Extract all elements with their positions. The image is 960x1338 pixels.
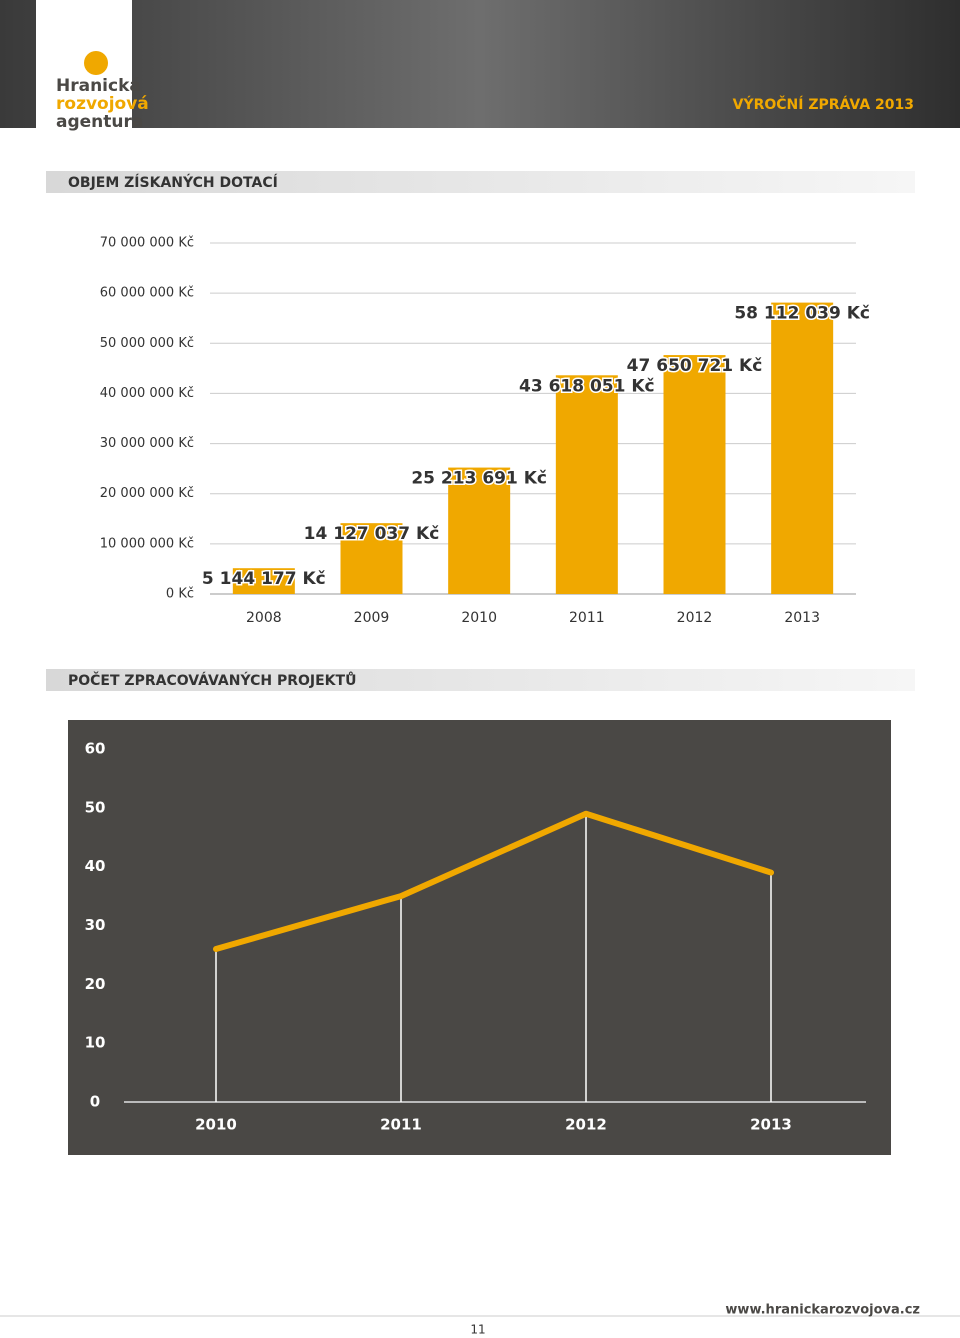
section-strip	[46, 171, 915, 193]
line	[213, 810, 774, 953]
section-strip	[46, 669, 915, 691]
value-label: 14 127 037 Kč	[304, 524, 440, 544]
x-tick-label: 2011	[569, 610, 605, 626]
x-tick-label: 2011	[380, 1116, 422, 1134]
section-title: POČET ZPRACOVÁVANÝCH PROJEKTŮ	[68, 671, 356, 689]
y-tick-label: 50	[85, 798, 106, 816]
y-tick-label: 30 000 000 Kč	[100, 436, 194, 451]
logo-mark	[84, 51, 108, 75]
value-label: 25 213 691 Kč	[411, 469, 547, 489]
y-tick-label: 60	[85, 740, 106, 758]
value-label: 5 144 177 Kč	[202, 569, 326, 589]
x-tick-label: 2013	[750, 1116, 792, 1134]
y-tick-label: 40 000 000 Kč	[100, 386, 194, 401]
bar	[663, 355, 726, 594]
section-title: OBJEM ZÍSKANÝCH DOTACÍ	[68, 173, 278, 191]
header-title: VÝROČNÍ ZPRÁVA 2013	[733, 95, 914, 113]
y-tick-label: 0 Kč	[166, 587, 194, 602]
logo-text: Hranická	[56, 76, 141, 96]
bar	[232, 568, 295, 594]
y-tick-label: 10 000 000 Kč	[100, 536, 194, 551]
y-tick-label: 50 000 000 Kč	[100, 336, 194, 351]
logo-background	[36, 0, 132, 140]
logo-text: rozvojová	[56, 94, 149, 114]
x-tick-label: 2009	[354, 610, 390, 626]
x-tick-label: 2010	[195, 1116, 237, 1134]
page-number: 11	[470, 1323, 485, 1337]
bar	[555, 375, 618, 594]
bar	[340, 523, 403, 594]
x-tick-label: 2008	[246, 610, 282, 626]
value-label: 47 650 721 Kč	[627, 356, 763, 376]
footer-url: www.hranickarozvojova.cz	[725, 1303, 920, 1318]
y-tick-label: 40	[85, 857, 106, 875]
value-label: 43 618 051 Kč	[519, 376, 655, 396]
x-tick-label: 2013	[784, 610, 820, 626]
y-tick-label: 20	[85, 975, 106, 993]
y-tick-label: 70 000 000 Kč	[100, 236, 194, 251]
logo-text: agentura	[56, 112, 143, 132]
y-tick-label: 30	[85, 916, 106, 934]
bar	[771, 302, 834, 594]
y-tick-label: 10	[85, 1034, 106, 1052]
x-tick-label: 2012	[677, 610, 713, 626]
y-tick-label: 20 000 000 Kč	[100, 486, 194, 501]
y-tick-label: 0	[90, 1093, 100, 1111]
line-chart-background	[68, 720, 891, 1155]
y-tick-label: 60 000 000 Kč	[100, 286, 194, 301]
x-tick-label: 2010	[461, 610, 497, 626]
header-background	[0, 0, 960, 128]
x-tick-label: 2012	[565, 1116, 607, 1134]
bar	[448, 467, 511, 594]
value-label: 58 112 039 Kč	[734, 304, 870, 324]
